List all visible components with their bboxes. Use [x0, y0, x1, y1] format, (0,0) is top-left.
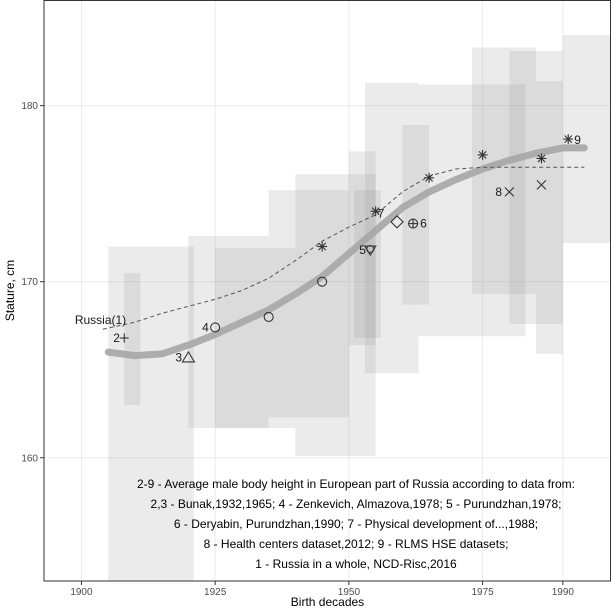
- data-point-asterisk: [536, 153, 547, 164]
- marker-stroke: [564, 135, 573, 144]
- y-tick-label: 180: [21, 101, 38, 112]
- range-band: [354, 190, 381, 339]
- x-tick-label: 1950: [338, 587, 361, 598]
- dashed-series-line: [102, 166, 585, 330]
- data-point-asterisk: [370, 206, 381, 217]
- data-point-triangle: [181, 350, 196, 363]
- range-band: [215, 248, 296, 428]
- data-point-plus: [119, 333, 129, 343]
- range-band: [509, 51, 563, 324]
- marker-circle: [317, 276, 328, 287]
- marker-circle: [210, 322, 221, 333]
- y-tick-label: 170: [21, 277, 38, 288]
- marker-triangle: [181, 350, 196, 363]
- data-point-asterisk: [477, 149, 488, 160]
- marker-diamond: [390, 215, 404, 229]
- data-points: [119, 134, 574, 363]
- data-point-asterisk: [563, 134, 574, 145]
- marker-stroke: [425, 173, 434, 182]
- point-label: 5: [359, 243, 366, 257]
- point-label: 9: [574, 133, 581, 147]
- marker-stroke: [536, 179, 547, 190]
- annotation-line: 2,3 - Bunak,1932,1965; 4 - Zenkevich, Al…: [151, 497, 562, 511]
- x-axis-title: Birth decades: [291, 595, 364, 609]
- annotation-block: 2-9 - Average male body height in Europe…: [137, 477, 575, 571]
- data-point-asterisk: [317, 241, 328, 252]
- annotation-line: 1 - Russia in a whole, NCD-Risc,2016: [255, 557, 457, 571]
- x-tick-label: 1975: [471, 587, 494, 598]
- point-label: 3: [175, 350, 182, 364]
- annotation-line: 6 - Deryabin, Purundzhan,1990; 7 - Physi…: [174, 517, 538, 531]
- range-bands: [108, 35, 611, 581]
- dashed-series: [102, 166, 585, 330]
- gridlines: [44, 0, 611, 581]
- trend-line: [104, 144, 588, 360]
- data-point-asterisk: [424, 172, 435, 183]
- data-point-circle: [263, 311, 274, 322]
- y-axis-title: Stature, cm: [3, 260, 17, 321]
- point-labels: Russia(1) 2 3 4 5 7 6 8 9: [75, 133, 581, 364]
- data-point-circle: [210, 322, 221, 333]
- marker-stroke: [537, 154, 546, 163]
- x-tick-label: 1925: [204, 587, 227, 598]
- marker-stroke: [478, 150, 487, 159]
- series-label: Russia(1): [75, 313, 126, 327]
- data-point-triangle-down: [363, 244, 377, 257]
- point-label: 6: [420, 217, 427, 231]
- point-label: 2: [113, 331, 120, 345]
- data-point-diamond: [390, 215, 404, 229]
- point-label: 4: [202, 320, 209, 334]
- x-tick-label: 1990: [552, 587, 575, 598]
- point-label: 7: [378, 206, 385, 220]
- range-band: [108, 246, 194, 581]
- marker-circle: [366, 244, 375, 254]
- marker-circle: [263, 311, 274, 322]
- trend-curve: [104, 144, 588, 360]
- range-band: [124, 272, 141, 405]
- annotation-line: 8 - Health centers dataset,2012; 9 - RLM…: [204, 537, 509, 551]
- data-point-cross: [536, 179, 547, 190]
- data-point-circle: [317, 276, 328, 287]
- point-label: 8: [495, 185, 502, 199]
- marker-stroke: [504, 187, 515, 197]
- annotation-line: 2-9 - Average male body height in Europe…: [137, 477, 575, 491]
- range-band: [418, 84, 526, 337]
- range-band: [536, 80, 563, 354]
- axis-ticks: 1900 1925 1950 1975 1990 160 170 180: [21, 101, 574, 598]
- data-point-cross: [504, 187, 515, 197]
- data-point-circle-plus: [408, 218, 419, 229]
- x-tick-label: 1900: [70, 587, 93, 598]
- marker-stroke: [371, 207, 380, 216]
- marker-stroke: [318, 242, 327, 251]
- y-tick-label: 160: [21, 453, 38, 464]
- range-band: [402, 125, 430, 305]
